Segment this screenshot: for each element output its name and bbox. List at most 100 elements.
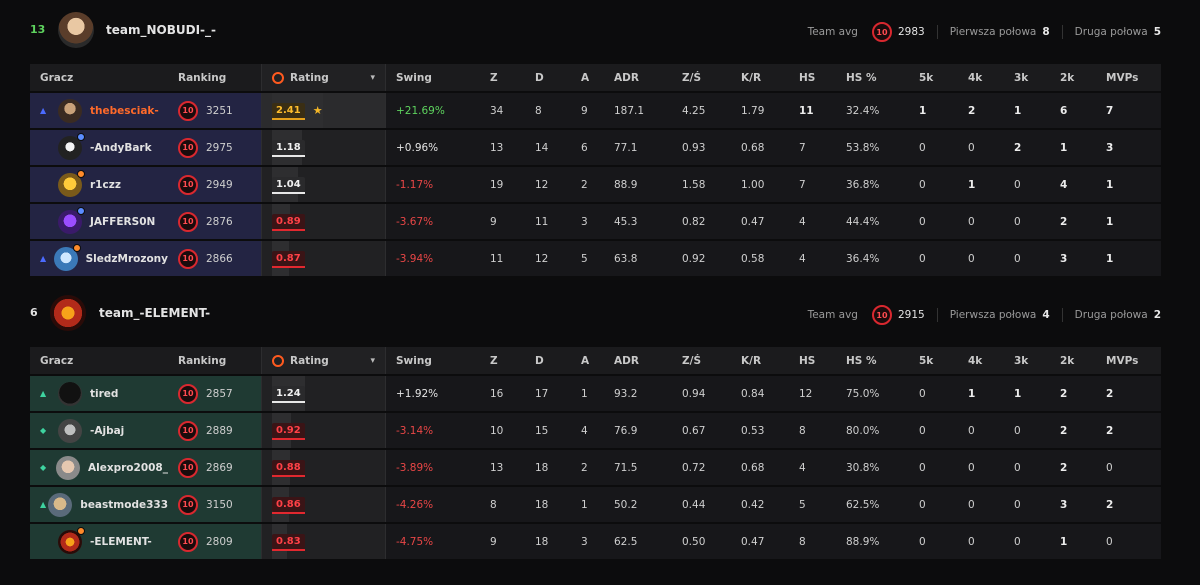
- col-header-mvps[interactable]: MVPs: [1096, 64, 1161, 91]
- avatar[interactable]: [48, 492, 73, 517]
- table-row[interactable]: r1czz 10 2949 1.04 -1.17% 19 12 2 88.9 1.58 1.…: [30, 167, 1161, 202]
- avatar[interactable]: [58, 381, 82, 406]
- player-cell[interactable]: ▲ beastmode333: [30, 487, 168, 522]
- col-header-5k[interactable]: 5k: [909, 64, 958, 91]
- col-header-2k[interactable]: 2k: [1050, 64, 1096, 91]
- col-header-kr[interactable]: K/R: [731, 64, 789, 91]
- ranking-cell: 10 2975: [168, 130, 261, 165]
- col-header-3k[interactable]: 3k: [1004, 64, 1050, 91]
- table-row[interactable]: ▲ beastmode333 10 3150 0.86 -4.26% 8 18 1 50…: [30, 487, 1161, 522]
- col-header-mvps[interactable]: MVPs: [1096, 347, 1161, 374]
- col-header-a[interactable]: A: [571, 64, 604, 91]
- col-header-a[interactable]: A: [571, 347, 604, 374]
- table-row[interactable]: ▲ tired 10 2857 1.24 +1.92% 16 17 1 93.2 0.94…: [30, 376, 1161, 411]
- team-avatar[interactable]: [58, 12, 94, 48]
- team-name[interactable]: team_NOBUDI-_-: [106, 23, 216, 37]
- col-header-hs[interactable]: HS: [789, 64, 836, 91]
- col-header-zs[interactable]: Z/Ś: [672, 347, 731, 374]
- player-name[interactable]: -ELEMENT-: [90, 535, 152, 548]
- team-avatar[interactable]: [50, 295, 86, 331]
- player-name[interactable]: r1czz: [90, 178, 121, 191]
- stat-zs-value: 0.82: [682, 215, 706, 228]
- player-name[interactable]: thebesciak-: [90, 104, 159, 117]
- player-name[interactable]: SledzMrozony: [85, 252, 168, 265]
- player-name[interactable]: -Ajbaj: [90, 424, 125, 437]
- first-half-label: Pierwsza połowa: [949, 26, 1037, 38]
- ranking-cell: 10 2866: [168, 241, 261, 276]
- col-header-3k[interactable]: 3k: [1004, 347, 1050, 374]
- stat-k4-value: 0: [968, 461, 975, 474]
- stat-z-value: 9: [490, 535, 497, 548]
- col-header-ranking[interactable]: Ranking: [168, 64, 261, 91]
- col-header-gracz[interactable]: Gracz: [30, 347, 168, 374]
- col-header-4k[interactable]: 4k: [958, 347, 1004, 374]
- col-header-adr[interactable]: ADR: [604, 64, 672, 91]
- player-cell[interactable]: ▲ tired: [30, 376, 168, 411]
- col-header-kr[interactable]: K/R: [731, 347, 789, 374]
- player-name[interactable]: -AndyBark: [90, 141, 152, 154]
- stat-kr-value: 0.47: [741, 215, 765, 228]
- col-header-hsp[interactable]: HS %: [836, 347, 909, 374]
- avatar[interactable]: [58, 132, 85, 160]
- avatar[interactable]: [58, 169, 85, 197]
- col-header-zs[interactable]: Z/Ś: [672, 64, 731, 91]
- col-header-gracz[interactable]: Gracz: [30, 64, 168, 91]
- table-row[interactable]: ▲ thebesciak- 10 3251 2.41 ★ +21.69% 34 8 9 1…: [30, 93, 1161, 128]
- chevron-down-icon[interactable]: ▾: [370, 72, 375, 83]
- col-header-d[interactable]: D: [525, 64, 571, 91]
- avatar[interactable]: [55, 455, 80, 480]
- col-header-4k[interactable]: 4k: [958, 64, 1004, 91]
- table-row[interactable]: ▲ SledzMrozony 10 2866 0.87 -3.94% 11 12 5 6…: [30, 241, 1161, 276]
- stat-zs-value: 0.44: [682, 498, 706, 511]
- col-header-hs[interactable]: HS: [789, 347, 836, 374]
- stat-k2-value: 1: [1060, 141, 1068, 154]
- player-cell[interactable]: ◆ Alexpro2008_: [30, 450, 168, 485]
- player-cell[interactable]: ▲ SledzMrozony: [30, 241, 168, 276]
- team-name[interactable]: team_-ELEMENT-: [99, 306, 211, 320]
- col-header-2k[interactable]: 2k: [1050, 347, 1096, 374]
- table-row[interactable]: -AndyBark 10 2975 1.18 +0.96% 13 14 6 77.1 0.…: [30, 130, 1161, 165]
- col-header-rating[interactable]: Rating ▾: [261, 347, 386, 374]
- player-cell[interactable]: -AndyBark: [30, 130, 168, 165]
- col-header-swing[interactable]: Swing: [386, 347, 480, 374]
- player-name[interactable]: tired: [90, 387, 119, 400]
- table-row[interactable]: ◆ Alexpro2008_ 10 2869 0.88 -3.89% 13 18 2 7…: [30, 450, 1161, 485]
- table-row[interactable]: JAFFERS0N 10 2876 0.89 -3.67% 9 11 3 45.3 0.8…: [30, 204, 1161, 239]
- level-icon: 10: [871, 22, 892, 42]
- col-header-z[interactable]: Z: [480, 64, 525, 91]
- second-half-value: 5: [1153, 26, 1161, 38]
- player-cell[interactable]: r1czz: [30, 167, 168, 202]
- avatar[interactable]: [58, 206, 85, 234]
- player-cell[interactable]: ▲ thebesciak-: [30, 93, 168, 128]
- avatar[interactable]: [58, 98, 82, 123]
- col-header-swing[interactable]: Swing: [386, 64, 480, 91]
- stat-adr: 71.5: [604, 450, 672, 485]
- col-header-hsp[interactable]: HS %: [836, 64, 909, 91]
- player-cell[interactable]: ◆ -Ajbaj: [30, 413, 168, 448]
- avatar[interactable]: [58, 418, 82, 443]
- col-header-z[interactable]: Z: [480, 347, 525, 374]
- table-row[interactable]: -ELEMENT- 10 2809 0.83 -4.75% 9 18 3 62.5 0.5…: [30, 524, 1161, 559]
- player-name[interactable]: JAFFERS0N: [90, 215, 156, 228]
- col-header-ranking[interactable]: Ranking: [168, 347, 261, 374]
- stat-z-value: 13: [490, 461, 504, 474]
- player-name[interactable]: Alexpro2008_: [87, 461, 168, 474]
- player-name[interactable]: beastmode333: [80, 498, 168, 511]
- avatar[interactable]: [53, 243, 81, 271]
- stat-a: 9: [571, 93, 604, 128]
- avatar[interactable]: [58, 526, 85, 554]
- party-badge-icon: [77, 526, 85, 535]
- col-header-d[interactable]: D: [525, 347, 571, 374]
- player-cell[interactable]: JAFFERS0N: [30, 204, 168, 239]
- rating-cell: 0.86: [261, 487, 386, 522]
- col-header-5k[interactable]: 5k: [909, 347, 958, 374]
- ranking-cell: 10 3251: [168, 93, 261, 128]
- player-cell[interactable]: -ELEMENT-: [30, 524, 168, 559]
- swing-cell: -3.67%: [386, 204, 480, 239]
- stat-hs-value: 8: [799, 424, 806, 437]
- table-row[interactable]: ◆ -Ajbaj 10 2889 0.92 -3.14% 10 15 4 76.9 0.6…: [30, 413, 1161, 448]
- stat-hsp-value: 30.8%: [846, 461, 880, 474]
- col-header-rating[interactable]: Rating ▾: [261, 64, 386, 91]
- col-header-adr[interactable]: ADR: [604, 347, 672, 374]
- chevron-down-icon[interactable]: ▾: [370, 355, 375, 366]
